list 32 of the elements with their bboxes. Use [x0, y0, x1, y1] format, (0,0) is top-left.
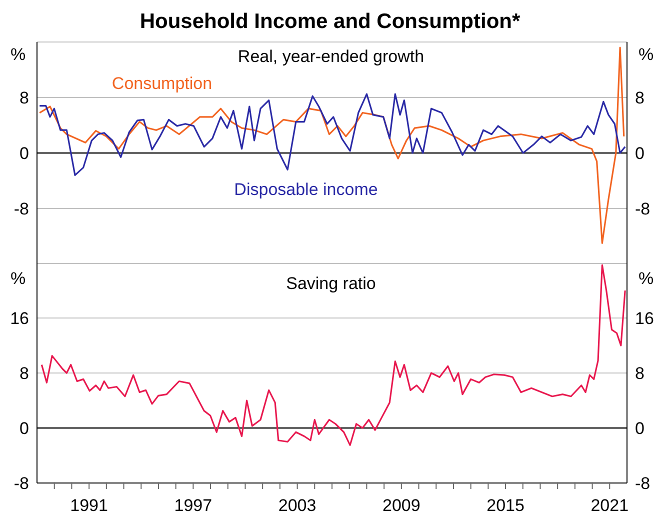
x-tick-label: 2009 [382, 496, 420, 516]
y2-tick-label: 16 [635, 309, 654, 328]
y2-tick-label: 0 [635, 419, 644, 438]
y-tick-label: 0 [20, 144, 29, 164]
text: Saving ratio [286, 274, 376, 294]
y2-tick-label: 0 [635, 144, 644, 164]
line-series [38, 93, 626, 176]
series-label: Consumption [112, 74, 212, 94]
y-tick-label: 16 [10, 309, 29, 328]
series-label: Disposable income [234, 180, 378, 200]
x-tick-label: 2015 [486, 496, 524, 516]
y2-axis-title: % [638, 269, 654, 289]
y2-tick-label: 8 [635, 88, 644, 108]
y-tick-label: -8 [14, 474, 29, 494]
y2-axis-title: % [638, 45, 654, 65]
y-tick-label: 8 [20, 88, 29, 108]
y-tick-label: 0 [20, 419, 29, 438]
line-series [38, 46, 625, 244]
x-tick-label: 1991 [70, 496, 108, 516]
y-axis-title: % [10, 269, 26, 289]
x-tick-label: 2003 [278, 496, 316, 516]
line-series [40, 264, 626, 446]
y-tick-label: 8 [20, 364, 29, 384]
y2-tick-label: -8 [635, 474, 650, 494]
y-tick-label: -8 [14, 200, 29, 219]
x-tick-label: 1997 [174, 496, 212, 516]
y2-tick-label: -8 [635, 200, 650, 219]
x-tick-label: 2021 [590, 496, 629, 516]
y2-tick-label: 8 [635, 364, 644, 384]
chart-subtitle: Real, year-ended growth [238, 47, 424, 67]
y-axis-title: % [10, 45, 26, 65]
chart-title: Household Income and Consumption* [140, 10, 520, 34]
